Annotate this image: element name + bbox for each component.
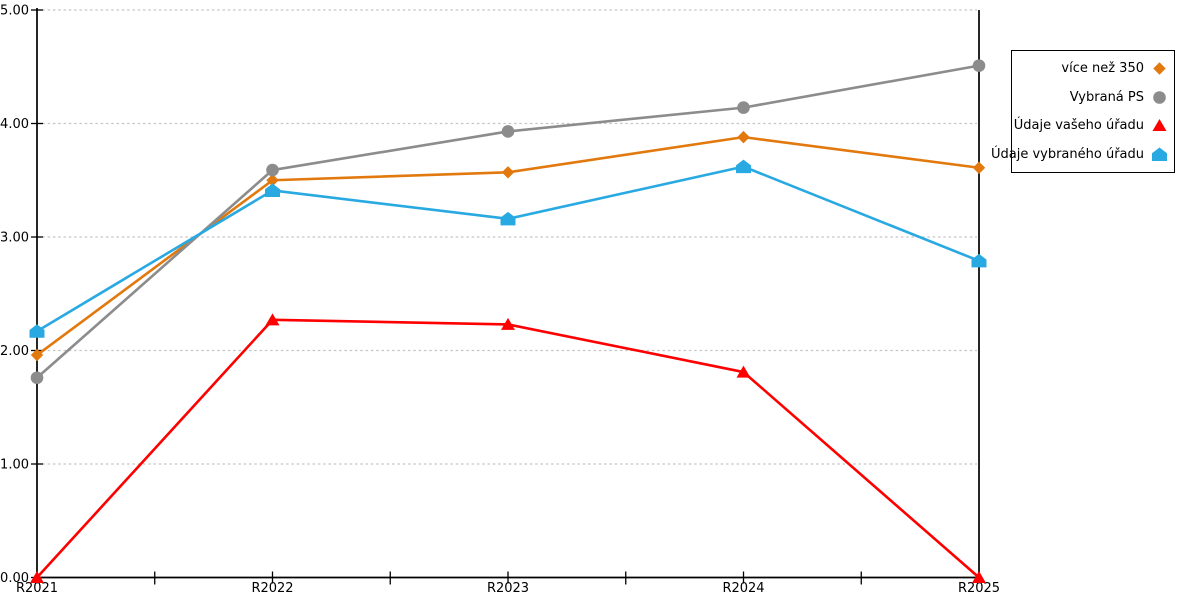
y-tick-label: 0.00 xyxy=(0,571,29,586)
gridlines xyxy=(37,9,977,465)
series xyxy=(30,313,986,583)
y-tick-label: 2.00 xyxy=(0,344,29,359)
series-marker xyxy=(501,125,515,138)
y-tick-label: 4.00 xyxy=(0,117,29,132)
series-marker xyxy=(501,166,515,179)
series-marker xyxy=(500,211,516,226)
triangle-icon xyxy=(1151,117,1168,134)
series-marker xyxy=(265,183,280,197)
x-tick-label: R2024 xyxy=(722,581,764,596)
legend-item: Údaje vašeho úřadu xyxy=(1013,112,1168,141)
series xyxy=(29,159,987,338)
series-marker xyxy=(737,101,750,114)
series-marker xyxy=(736,159,751,174)
series-marker xyxy=(972,161,986,174)
series-marker xyxy=(266,163,279,177)
x-tick-label: R2025 xyxy=(958,581,1000,596)
series-marker xyxy=(736,365,751,378)
y-tick-label: 5.00 xyxy=(0,4,29,19)
series-marker xyxy=(972,571,986,583)
pentagon-icon xyxy=(1151,146,1168,163)
axes: 0.00 1.00 2.00 3.00 4.00 5.00 R2021 R2022 R2023 R… xyxy=(0,4,1000,597)
series-marker xyxy=(266,174,279,187)
series-marker xyxy=(29,324,45,338)
series-marker xyxy=(265,313,280,326)
legend-item: více než 350 xyxy=(1016,54,1168,83)
legend: více než 350 Vybraná PS Údaje vašeho úřa… xyxy=(991,50,1175,173)
x-tick-label: R2022 xyxy=(251,581,293,596)
legend-item: Údaje vybraného úřadu xyxy=(991,140,1168,169)
series-marker xyxy=(30,348,44,362)
series-marker xyxy=(501,317,515,330)
series xyxy=(30,59,986,385)
y-tick-label: 3.00 xyxy=(0,231,29,246)
diamond-icon xyxy=(1151,60,1168,77)
legend-label: Údaje vybraného úřadu xyxy=(990,147,1144,163)
series-marker xyxy=(1152,119,1167,132)
series-marker xyxy=(30,571,44,583)
series-marker xyxy=(972,59,986,72)
circle-icon xyxy=(1151,89,1168,106)
series-marker xyxy=(30,371,44,385)
series-marker xyxy=(737,130,750,144)
series-marker xyxy=(971,253,987,268)
series-line xyxy=(35,318,981,579)
series-marker xyxy=(1153,62,1166,75)
legend-label: Vybraná PS xyxy=(1069,89,1144,105)
series-marker xyxy=(1153,90,1166,104)
x-tick-label: R2021 xyxy=(16,581,58,596)
legend-label: Údaje vašeho úřadu xyxy=(1013,118,1144,134)
legend-label: více než 350 xyxy=(1061,60,1144,76)
legend-item: Vybraná PS xyxy=(1016,83,1168,112)
y-tick-label: 1.00 xyxy=(0,458,29,473)
series-marker xyxy=(1152,147,1167,162)
x-tick-label: R2023 xyxy=(487,581,529,596)
